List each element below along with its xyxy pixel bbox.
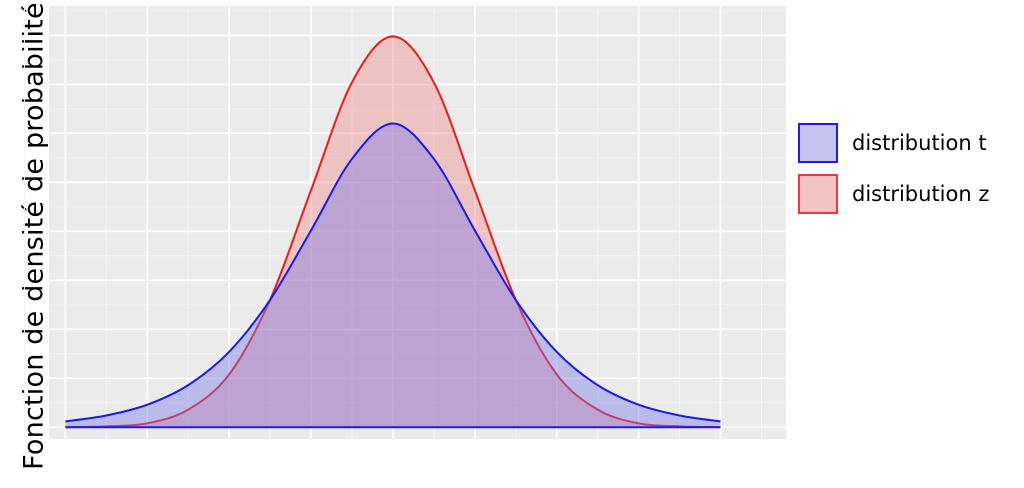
legend-item-z: distribution z [798,172,989,216]
minor-grid [23,6,786,439]
area-fill-z [65,36,721,428]
area-fill-t [65,123,721,428]
legend-label-z: distribution z [852,182,990,206]
major-grid [49,6,786,439]
series-layer [65,35,721,429]
legend-swatch-t [798,123,838,163]
plot-background [49,6,786,439]
legend-swatch-z [798,174,838,214]
line-z [65,35,721,429]
legend-label-t: distribution t [852,131,987,155]
line-t [65,122,721,423]
legend-item-t: distribution t [798,121,987,165]
